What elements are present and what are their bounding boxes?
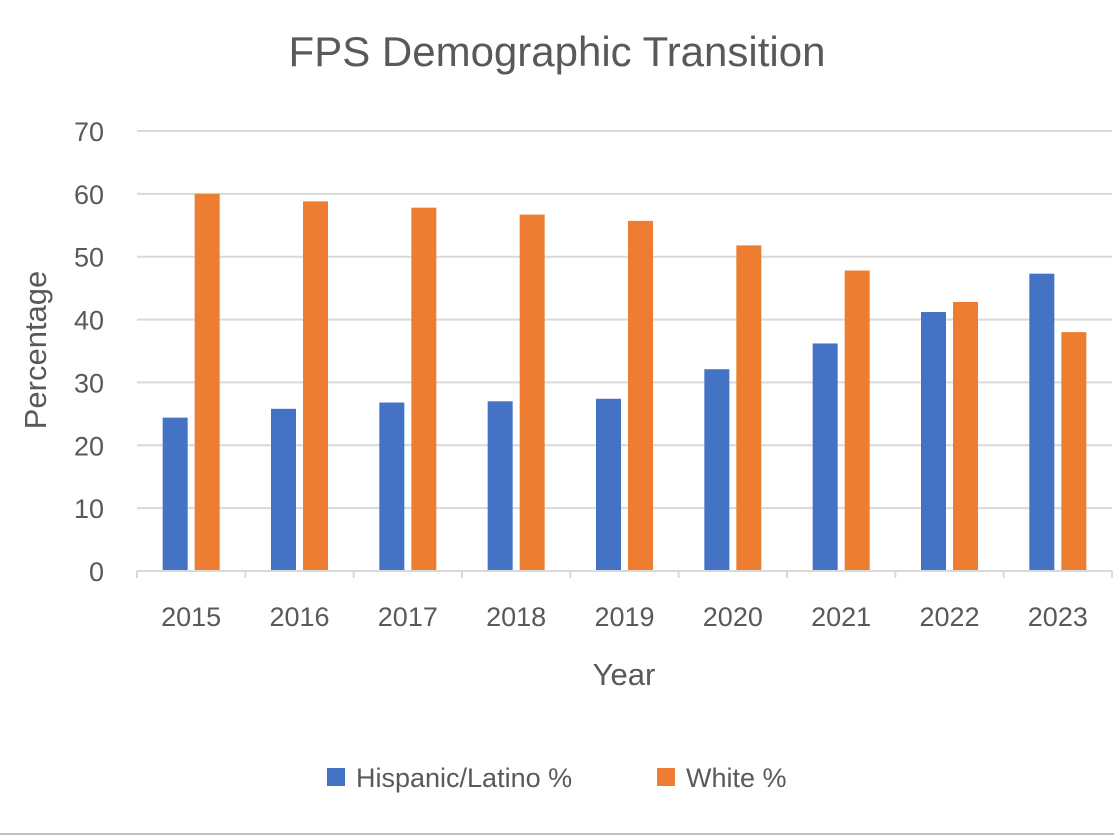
y-tick-label: 40 xyxy=(74,306,104,336)
axes xyxy=(136,570,1113,578)
x-tick-labels: 2015 2016 2017 2018 2019 2020 2021 2022 2023 xyxy=(161,602,1088,632)
y-tick-label: 10 xyxy=(74,494,104,524)
bar-hispanic-latino-2015 xyxy=(162,417,188,571)
bar-white-2015 xyxy=(194,193,220,571)
bar-hispanic-latino-2017 xyxy=(379,402,405,571)
gridlines xyxy=(137,130,1112,510)
y-tick-label: 0 xyxy=(89,557,104,587)
y-axis-title: Percentage xyxy=(18,271,53,430)
bar-hispanic-latino-2019 xyxy=(596,398,621,571)
chart-title: FPS Demographic Transition xyxy=(289,28,826,75)
bar-hispanic-latino-2022 xyxy=(921,312,946,571)
y-tick-labels: 0 10 20 30 40 50 60 70 xyxy=(74,117,104,587)
bar-hispanic-latino-2018 xyxy=(487,401,513,571)
bar-white-2022 xyxy=(953,301,978,571)
bar-white-2023 xyxy=(1061,332,1087,571)
bar-white-2018 xyxy=(519,214,545,571)
bar-hispanic-latino-2023 xyxy=(1029,273,1055,571)
y-tick-label: 20 xyxy=(74,431,104,461)
bar-hispanic-latino-2016 xyxy=(271,408,296,571)
x-tick-label: 2020 xyxy=(703,602,763,632)
y-tick-label: 60 xyxy=(74,180,104,210)
legend: Hispanic/Latino % White % xyxy=(327,763,787,793)
x-tick-label: 2016 xyxy=(269,602,329,632)
bar-white-2019 xyxy=(628,220,653,571)
x-tick-label: 2022 xyxy=(919,602,979,632)
bar-white-2017 xyxy=(411,207,437,571)
legend-swatch xyxy=(327,768,345,786)
x-tick-label: 2023 xyxy=(1028,602,1088,632)
x-tick-label: 2021 xyxy=(811,602,871,632)
x-axis-title: Year xyxy=(593,657,656,692)
x-tick-label: 2017 xyxy=(378,602,438,632)
x-tick-label: 2015 xyxy=(161,602,221,632)
bar-white-2021 xyxy=(844,270,870,571)
legend-label: White % xyxy=(686,763,787,793)
bars xyxy=(162,193,1087,571)
legend-label: Hispanic/Latino % xyxy=(356,763,572,793)
x-tick-label: 2019 xyxy=(594,602,654,632)
bar-white-2016 xyxy=(303,201,328,571)
y-tick-label: 30 xyxy=(74,368,104,398)
bar-white-2020 xyxy=(736,245,762,571)
legend-swatch xyxy=(657,768,675,786)
y-tick-label: 70 xyxy=(74,117,104,147)
y-tick-label: 50 xyxy=(74,243,104,273)
bar-hispanic-latino-2020 xyxy=(704,369,730,571)
bar-hispanic-latino-2021 xyxy=(812,343,838,571)
x-tick-label: 2018 xyxy=(486,602,546,632)
